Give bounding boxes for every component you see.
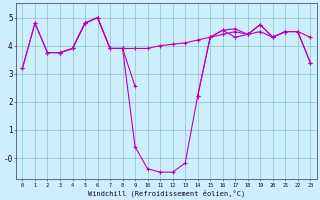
X-axis label: Windchill (Refroidissement éolien,°C): Windchill (Refroidissement éolien,°C) xyxy=(88,189,245,197)
